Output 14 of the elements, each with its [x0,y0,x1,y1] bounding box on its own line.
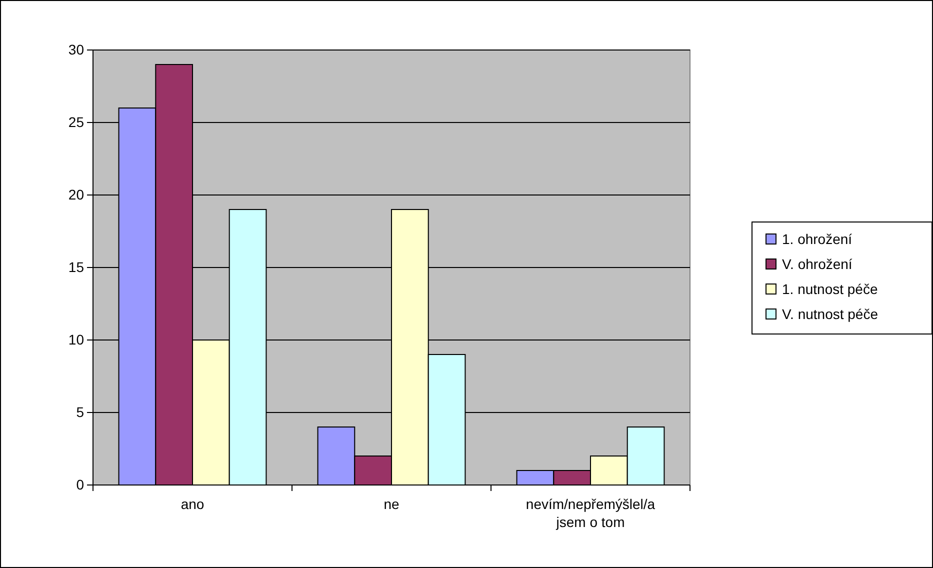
y-tick-label: 30 [68,41,84,58]
legend-label: 1. ohrožení [782,231,852,247]
legend-label: V. nutnost péče [782,306,878,322]
x-tick-label: ne [384,496,400,512]
x-tick-label: nevím/nepřemýšlel/a jsem o tom [526,496,656,530]
y-tick-label: 25 [68,114,84,130]
y-tick-label: 10 [68,331,84,348]
y-tick-label: 0 [76,476,84,492]
y-tick-label: 20 [68,186,84,202]
legend-label: V. ohrožení [782,256,852,272]
legend-label: 1. nutnost péče [782,281,878,297]
x-tick-label: ano [180,496,204,512]
y-tick-label: 5 [76,404,84,420]
y-tick-label: 15 [68,258,84,275]
